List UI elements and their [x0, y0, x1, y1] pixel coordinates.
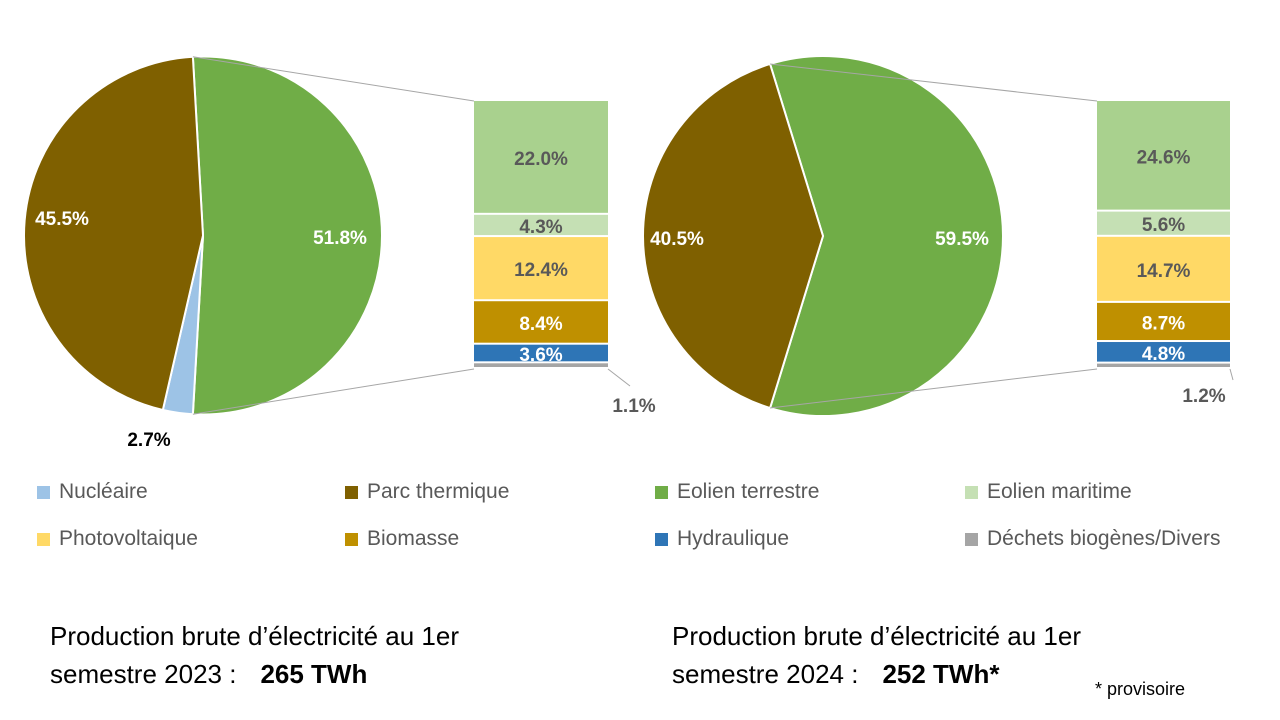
bar-segment: [1097, 101, 1230, 210]
legend-label: Photovoltaique: [59, 527, 198, 550]
bar-segment: [474, 301, 608, 343]
legend-item: Nucléaire: [37, 480, 148, 504]
caption-2023: Production brute d’électricité au 1er se…: [50, 617, 459, 693]
caption-line1: Production brute d’électricité au 1er: [672, 621, 1082, 651]
caption-line2: semestre 2023 :: [50, 659, 237, 689]
leader-line: [607, 368, 631, 387]
bar-segment: [474, 237, 608, 300]
legend-item: Eolien maritime: [965, 480, 1132, 504]
bar-segment: [1097, 342, 1230, 362]
connector-line: [770, 368, 1098, 409]
bar-segment: [1097, 211, 1230, 235]
legend-item: Parc thermique: [345, 480, 509, 504]
legend-swatch: [37, 485, 50, 499]
bar-label: 5.6%: [1142, 215, 1185, 236]
legend-label: Parc thermique: [367, 480, 510, 503]
pie-slice: [768, 55, 1004, 417]
bar-segment: [1097, 236, 1230, 301]
bar-label: 1.1%: [612, 396, 655, 417]
bar-label: 24.6%: [1137, 147, 1191, 168]
caption-line1: Production brute d’électricité au 1er: [50, 621, 460, 651]
pie-slice: [642, 62, 825, 410]
bar-label: 4.3%: [519, 217, 562, 238]
legend-item: Hydraulique: [655, 527, 789, 551]
legend-item: Photovoltaique: [37, 527, 198, 551]
bar-label: 1.2%: [1182, 386, 1225, 407]
bar-label: 12.4%: [514, 260, 568, 281]
bar-label: 14.7%: [1137, 261, 1191, 282]
connector-line: [192, 368, 475, 415]
legend-item: Déchets biogènes/Divers: [965, 527, 1220, 551]
bar-label: 4.8%: [1142, 344, 1185, 365]
pie-label: 45.5%: [35, 209, 89, 230]
bar-segment: [474, 101, 608, 213]
legend-swatch: [655, 532, 668, 546]
pie-slice: [23, 55, 205, 412]
bar-label: 8.7%: [1142, 313, 1185, 334]
legend-swatch: [345, 485, 358, 499]
legend-item: Biomasse: [345, 527, 459, 551]
caption-total: 252 TWh*: [882, 659, 1000, 689]
legend-label: Eolien terrestre: [677, 480, 820, 503]
caption-2024: Production brute d’électricité au 1er se…: [672, 617, 1081, 693]
bar-segment: [1097, 302, 1230, 341]
legend-label: Biomasse: [367, 527, 460, 550]
provisional-note: * provisoire: [1095, 679, 1186, 699]
legend-swatch: [345, 532, 358, 546]
pie-slice: [191, 55, 383, 416]
caption-line2: semestre 2024 :: [672, 659, 859, 689]
legend-swatch: [965, 485, 978, 499]
bar-label: 3.6%: [519, 345, 562, 366]
bar-segment: [474, 344, 608, 362]
legend-label: Hydraulique: [677, 527, 790, 550]
pie-label: 2.7%: [127, 430, 170, 451]
connector-line: [770, 63, 1098, 102]
legend-swatch: [655, 485, 668, 499]
legend-swatch: [965, 532, 978, 546]
legend-label: Déchets biogènes/Divers: [987, 527, 1221, 550]
pie-of-bar-charts: 51.8% 2.7% 45.5% 22.0% 4.3% 12.4% 8.4% 3.6% 1.1%…: [23, 55, 1234, 451]
caption-total: 265 TWh: [260, 659, 368, 689]
legend-item: Eolien terrestre: [655, 480, 819, 504]
connector-line: [192, 56, 475, 102]
legend-label: Eolien maritime: [987, 480, 1132, 503]
chart-0: 51.8% 2.7% 45.5% 22.0% 4.3% 12.4% 8.4% 3.6% 1.1%: [23, 55, 656, 451]
bar-segment: [474, 214, 608, 236]
pie-label: 40.5%: [650, 229, 704, 250]
pie-label: 59.5%: [935, 229, 989, 250]
bar-label: 22.0%: [514, 149, 568, 170]
legend-swatch: [37, 532, 50, 546]
pie-label: 51.8%: [313, 228, 367, 249]
chart-1: 59.5% 40.5% 24.6% 5.6% 14.7% 8.7% 4.8% 1.2%: [642, 55, 1234, 417]
bar-segment: [1097, 363, 1230, 367]
bar-label: 8.4%: [519, 314, 562, 335]
leader-line: [1229, 368, 1234, 381]
bar-segment: [474, 363, 608, 367]
legend-label: Nucléaire: [59, 480, 148, 503]
